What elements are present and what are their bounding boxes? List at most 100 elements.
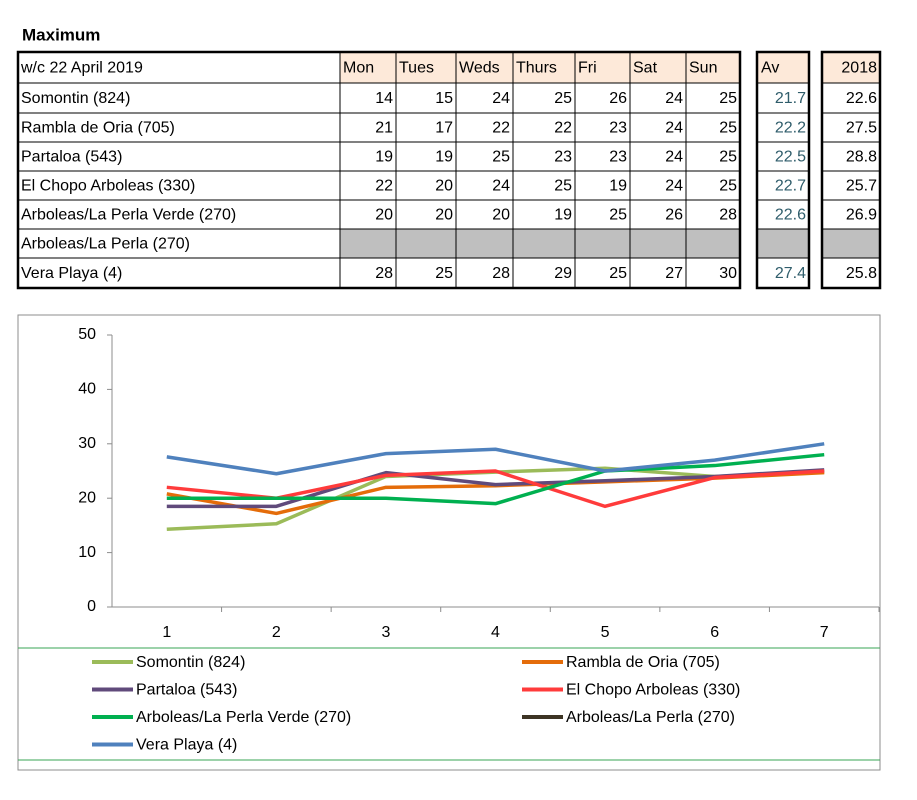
- cell-value: 28: [375, 265, 393, 282]
- y-tick-label: 30: [78, 435, 96, 452]
- cell-value: 25: [554, 90, 572, 107]
- x-tick-label: 6: [710, 624, 719, 641]
- cell-value: 25: [435, 265, 453, 282]
- cell: [512, 170, 576, 201]
- header-text: 2018: [841, 60, 877, 77]
- table-border: [16, 50, 742, 290]
- cell-value: 25: [719, 90, 737, 107]
- cell: [455, 228, 514, 259]
- row-cell: [17, 141, 341, 172]
- cell: [685, 170, 741, 201]
- cell: [339, 82, 397, 114]
- cell: [574, 82, 631, 114]
- cell-value: 27: [665, 265, 683, 282]
- prev-value: 26.9: [846, 207, 877, 224]
- cell: [339, 228, 397, 259]
- legend-label: Vera Playa (4): [136, 737, 237, 754]
- table-border: [755, 50, 811, 290]
- row-name: El Chopo Arboleas (330): [21, 178, 195, 195]
- cell-value: 25: [719, 149, 737, 166]
- header-text: Thurs: [516, 60, 557, 77]
- cell-value: 28: [719, 207, 737, 224]
- chart-frame: [17, 314, 881, 771]
- cell-value: 22: [554, 120, 572, 137]
- av-cell: [756, 170, 810, 201]
- legend-label: Arboleas/La Perla Verde (270): [136, 709, 351, 726]
- cell: [629, 141, 687, 172]
- y-tick-label: 0: [87, 598, 96, 615]
- series-line: [166, 452, 825, 506]
- prev-value: 27.5: [846, 120, 877, 137]
- cell-value: 28: [492, 265, 510, 282]
- header-text: Fri: [578, 60, 597, 77]
- legend-label: Somontin (824): [136, 654, 245, 671]
- header-text: Av: [761, 60, 779, 77]
- header-cell: [685, 51, 741, 84]
- header-text: w/c 22 April 2019: [20, 60, 143, 77]
- x-tick-label: 3: [381, 624, 390, 641]
- cell-value: 21: [375, 120, 393, 137]
- row-cell: [17, 112, 341, 143]
- header-text: Tues: [399, 60, 434, 77]
- cell-value: 15: [435, 90, 453, 107]
- cell: [629, 170, 687, 201]
- header-cell: [821, 51, 881, 84]
- legend-label: Partaloa (543): [136, 682, 237, 699]
- cell-value: 22: [375, 178, 393, 195]
- cell: [395, 199, 457, 230]
- cell: [339, 112, 397, 143]
- cell-value: 24: [492, 178, 510, 195]
- title: Maximum: [22, 25, 100, 44]
- cell-value: 23: [554, 149, 572, 166]
- prev-value: 25.7: [846, 178, 877, 195]
- cell: [395, 257, 457, 289]
- header-text: Sun: [689, 60, 717, 77]
- cell-value: 25: [554, 178, 572, 195]
- y-tick-label: 40: [78, 381, 96, 398]
- cell-value: 14: [375, 90, 393, 107]
- legend-label: El Chopo Arboleas (330): [566, 682, 740, 699]
- cell-value: 24: [665, 149, 683, 166]
- cell: [395, 228, 457, 259]
- cell: [574, 199, 631, 230]
- cell-value: 24: [665, 120, 683, 137]
- prev-value: 28.8: [846, 149, 877, 166]
- av-value: 22.6: [775, 207, 806, 224]
- prev-value: 22.6: [846, 90, 877, 107]
- cell: [574, 228, 631, 259]
- cell-value: 19: [435, 149, 453, 166]
- av-cell: [756, 257, 810, 289]
- row-name: Vera Playa (4): [21, 265, 122, 282]
- x-tick-label: 4: [491, 624, 500, 641]
- cell: [685, 228, 741, 259]
- cell-value: 23: [609, 149, 627, 166]
- x-tick-label: 1: [162, 624, 171, 641]
- prev-value: 25.8: [846, 265, 877, 282]
- row-cell: [17, 228, 341, 259]
- cell: [685, 112, 741, 143]
- cell-value: 25: [609, 265, 627, 282]
- cell: [685, 257, 741, 289]
- header-text: Mon: [343, 60, 374, 77]
- cell-value: 20: [435, 178, 453, 195]
- cell-value: 26: [609, 90, 627, 107]
- cell: [685, 82, 741, 114]
- cell: [574, 257, 631, 289]
- cell-value: 19: [554, 207, 572, 224]
- prev-cell: [821, 141, 881, 172]
- table-border: [820, 50, 882, 290]
- cell-value: 29: [554, 265, 572, 282]
- av-cell: [756, 228, 810, 259]
- cell-value: 24: [665, 90, 683, 107]
- av-value: 22.5: [775, 149, 806, 166]
- cell: [455, 82, 514, 114]
- cell-value: 30: [719, 265, 737, 282]
- cell-value: 20: [435, 207, 453, 224]
- cell-value: 25: [719, 178, 737, 195]
- cell-value: 17: [435, 120, 453, 137]
- cell: [629, 228, 687, 259]
- cell-value: 25: [719, 120, 737, 137]
- cell-value: 26: [665, 207, 683, 224]
- header-cell: [574, 51, 631, 84]
